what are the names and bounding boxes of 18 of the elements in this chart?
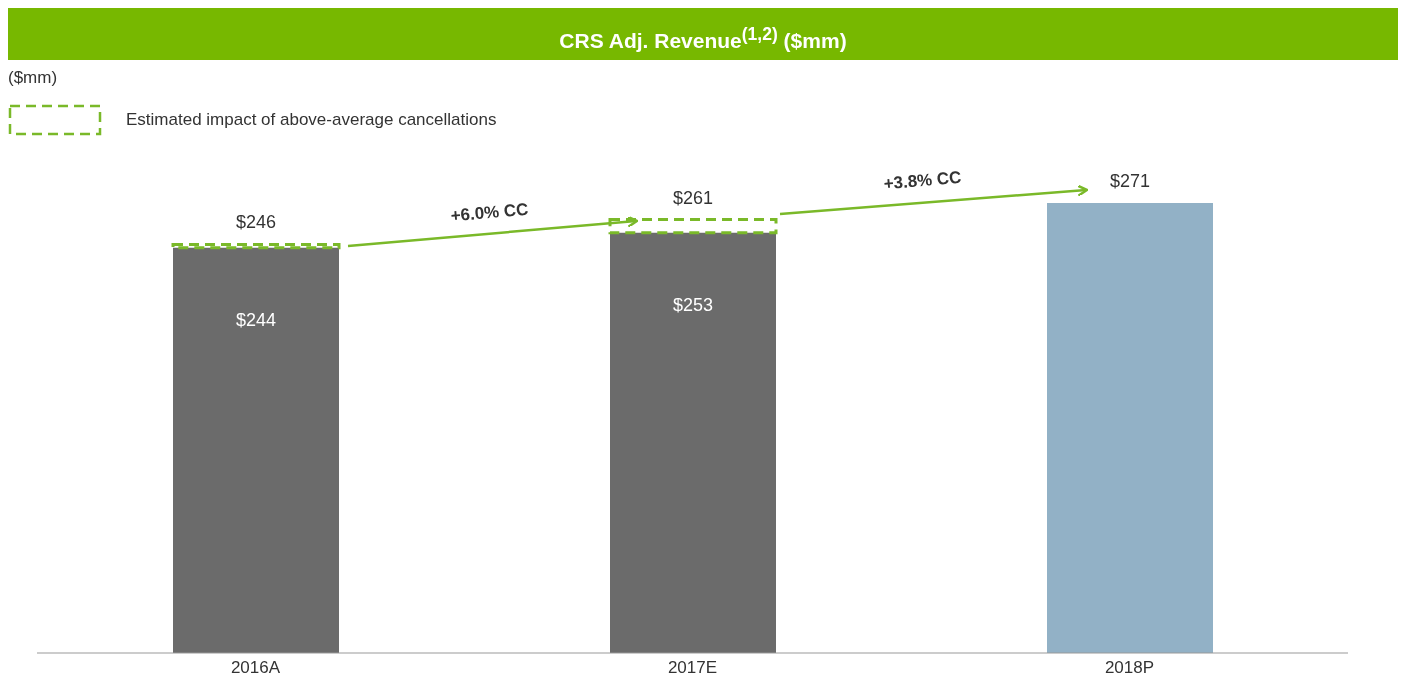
total-label: $271: [1109, 170, 1151, 191]
bar: [173, 247, 339, 653]
bar: [608, 218, 778, 235]
x-tick-label: 2016A: [230, 658, 281, 678]
text: +3.8% CC: [882, 167, 963, 194]
bar: [610, 232, 776, 653]
chart-title: CRS Adj. Revenue$^{(1,2)}$ ($mm): [559, 24, 847, 52]
data-label: $253: [672, 294, 714, 315]
total-label: $261: [672, 187, 714, 208]
total-label: $246: [235, 212, 277, 233]
text: ($mm): [8, 68, 58, 88]
text: Estimated impact of above-average cancellations: [126, 110, 497, 130]
x-tick-label: 2017E: [667, 658, 718, 678]
bar: [171, 242, 341, 250]
bar: [1047, 202, 1213, 653]
data-label: $244: [235, 309, 277, 330]
x-tick-label: 2018P: [1104, 658, 1155, 678]
annotation: +6.0% CC: [449, 199, 530, 226]
